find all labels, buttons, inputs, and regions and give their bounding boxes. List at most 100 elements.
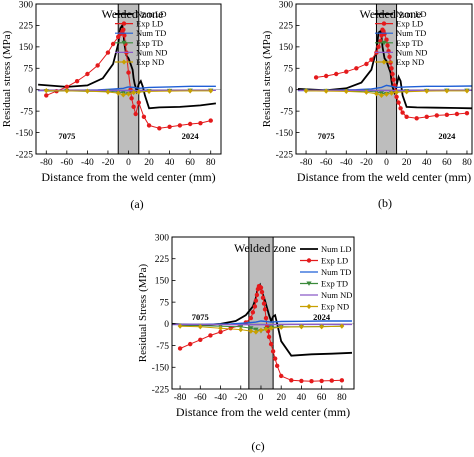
data-point <box>248 315 254 321</box>
legend-label: Num ND <box>136 47 167 57</box>
data-point <box>376 44 381 50</box>
data-point <box>133 111 138 117</box>
data-point <box>238 327 244 333</box>
panel-caption: (a) <box>130 197 143 211</box>
legend-swatch-marker <box>121 21 127 26</box>
x-tick-label: -40 <box>81 158 94 168</box>
y-tick-label: 300 <box>279 0 294 10</box>
data-point <box>389 66 394 71</box>
chart-panel-a: -80 -60 -40 -20 0 20 40 60 80 -225 -150 -75 0 75 150 22… <box>1 0 222 211</box>
data-point <box>434 113 439 118</box>
data-point <box>400 110 405 115</box>
data-point <box>198 337 203 342</box>
y-tick-label: -150 <box>152 364 170 374</box>
data-point <box>266 334 272 340</box>
data-point <box>141 114 147 120</box>
data-point <box>299 378 304 384</box>
legend-label: Exp LD <box>396 19 423 29</box>
data-point <box>334 71 339 77</box>
data-point <box>268 341 274 347</box>
x-tick-label: -20 <box>102 158 115 168</box>
x-tick-label: -20 <box>360 158 373 168</box>
legend-label: Exp TD <box>136 38 163 48</box>
data-point <box>364 61 369 67</box>
legend-swatch-marker <box>381 59 387 65</box>
data-point <box>126 91 131 97</box>
legend-swatch-marker <box>306 281 312 286</box>
y-tick-label: 225 <box>19 22 34 32</box>
side-label-right: 2024 <box>438 131 456 141</box>
legend-item: Exp ND <box>375 57 424 67</box>
data-point <box>208 88 214 94</box>
data-point <box>354 66 359 71</box>
legend-item: Exp ND <box>115 57 164 67</box>
data-point <box>252 304 258 309</box>
series-num-ld <box>172 282 353 357</box>
data-point <box>319 324 325 330</box>
x-tick-label: 0 <box>384 158 389 168</box>
data-point <box>379 92 384 99</box>
data-point <box>444 112 450 118</box>
legend-label: Exp LD <box>321 256 348 266</box>
data-point <box>105 50 111 55</box>
x-tick-label: 60 <box>442 158 452 168</box>
data-point <box>197 324 203 330</box>
x-tick-label: -20 <box>234 393 247 403</box>
data-point <box>258 327 264 333</box>
data-point <box>299 324 304 330</box>
x-tick-label: 20 <box>402 158 412 168</box>
plot-frame <box>171 236 355 390</box>
series-num-ld <box>297 29 472 110</box>
data-point <box>344 69 349 74</box>
data-point <box>258 285 264 290</box>
legend-item: Exp LD <box>115 19 163 29</box>
plot-frame <box>295 3 473 155</box>
data-point <box>260 295 266 300</box>
x-tick-label: 60 <box>185 158 195 168</box>
data-point <box>253 298 259 303</box>
data-point <box>167 88 173 94</box>
data-point <box>279 373 284 379</box>
legend-label: Exp LD <box>136 19 163 29</box>
y-tick-label: -225 <box>16 150 34 160</box>
data-point <box>198 120 203 126</box>
side-label-left: 7075 <box>318 131 335 141</box>
legend-item: Exp TD <box>115 38 163 48</box>
data-point <box>129 96 134 101</box>
data-point <box>303 88 309 94</box>
legend-item: Exp LD <box>375 19 423 29</box>
y-axis-title: Residual stress (MPa) <box>1 30 13 127</box>
data-point <box>261 301 267 306</box>
series-exp-nd <box>303 88 470 99</box>
legend-item: Exp TD <box>300 279 348 289</box>
y-tick-label: 150 <box>19 43 34 53</box>
y-tick-label: -150 <box>276 129 294 139</box>
data-point <box>394 89 399 95</box>
y-tick-label: 225 <box>155 255 170 265</box>
data-point <box>404 89 410 95</box>
data-point <box>272 356 278 361</box>
x-tick-label: 20 <box>144 158 154 168</box>
data-point <box>263 326 269 332</box>
legend-swatch-marker <box>121 40 127 46</box>
data-point <box>414 116 419 121</box>
data-point <box>208 333 213 338</box>
data-point <box>424 114 429 120</box>
legend-swatch-marker <box>306 303 312 310</box>
data-point <box>323 73 329 79</box>
data-point <box>218 329 223 335</box>
data-point <box>319 378 324 384</box>
y-tick-label: -225 <box>152 385 170 395</box>
data-point <box>394 94 399 100</box>
data-point <box>122 33 127 38</box>
legend-item: Num TD <box>115 28 166 38</box>
y-tick-label: -150 <box>16 129 34 139</box>
panel-caption: (b) <box>378 196 392 210</box>
data-point <box>110 41 116 47</box>
data-point <box>248 326 254 331</box>
y-axis-title: Residual Stress (MPa) <box>137 263 149 362</box>
data-point <box>105 89 111 95</box>
legend-label: Exp TD <box>396 38 423 48</box>
data-point <box>64 84 70 90</box>
y-tick-label: 75 <box>284 65 294 75</box>
